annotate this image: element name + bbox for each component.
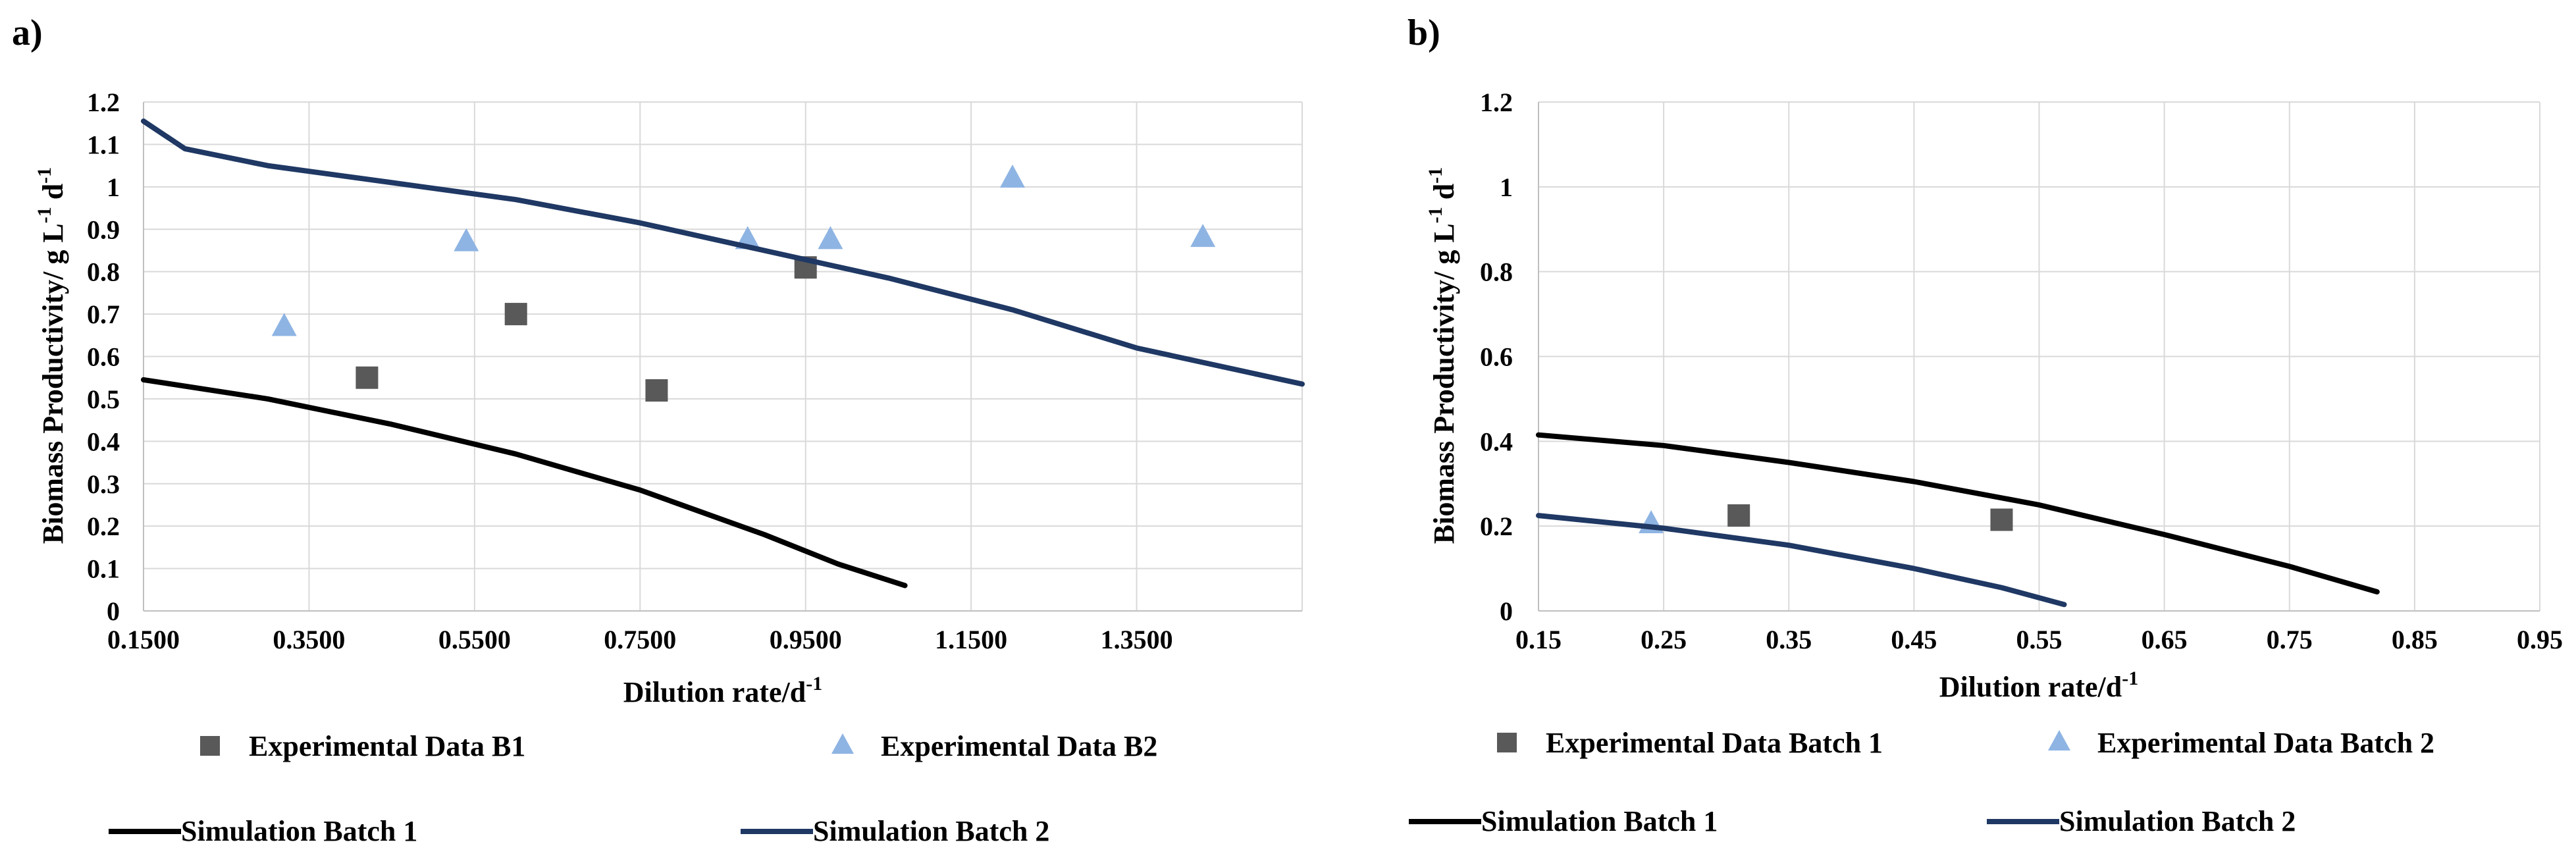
point-experimental-data-batch-1 bbox=[1990, 508, 2013, 531]
x-tick-label: 0.95 bbox=[2517, 625, 2563, 654]
panel-label-b: b) bbox=[1407, 13, 1440, 53]
legend-label-experimental-data-batch-1: Experimental Data Batch 1 bbox=[1546, 727, 1883, 759]
y-tick-label: 1.2 bbox=[1480, 88, 1513, 117]
legend-swatch-experimental-data-b2 bbox=[831, 733, 854, 754]
y-tick-label: 0.4 bbox=[87, 427, 120, 456]
y-tick-label: 0.2 bbox=[87, 512, 120, 541]
y-tick-label: 0.1 bbox=[87, 554, 120, 584]
x-tick-label: 0.25 bbox=[1641, 625, 1687, 654]
legend-swatch-experimental-data-b1 bbox=[200, 736, 220, 756]
y-tick-label: 1 bbox=[107, 172, 120, 202]
x-tick-label: 0.65 bbox=[2142, 625, 2188, 654]
legend-label-experimental-data-batch-2: Experimental Data Batch 2 bbox=[2097, 727, 2434, 759]
x-tick-label: 0.1500 bbox=[107, 625, 180, 654]
y-tick-label: 0 bbox=[1500, 596, 1513, 626]
y-tick-label: 0.8 bbox=[87, 257, 120, 287]
x-axis-title: Dilution rate/d-1 bbox=[623, 673, 822, 708]
y-tick-label: 0.9 bbox=[87, 215, 120, 244]
point-experimental-data-b2 bbox=[1190, 224, 1216, 248]
chart-panel-b: 0.15 0.25 0.35 0.45 0.55 0.65 0.75 0.85 0.95 0 0.2… bbox=[1407, 13, 2563, 837]
x-tick-label: 0.45 bbox=[1891, 625, 1937, 654]
x-tick-label: 1.3500 bbox=[1101, 625, 1173, 654]
point-experimental-data-b1 bbox=[504, 303, 527, 326]
point-experimental-data-batch-1 bbox=[1727, 504, 1750, 527]
panel-label-a: a) bbox=[12, 13, 43, 53]
point-experimental-data-b2 bbox=[271, 313, 297, 336]
y-axis-title: Biomass Productivity/ g L-1 d-1 bbox=[34, 167, 69, 544]
legend-label-simulation-batch-2: Simulation Batch 2 bbox=[2059, 805, 2296, 837]
y-tick-label: 1.1 bbox=[87, 130, 120, 159]
x-tick-label: 1.1500 bbox=[935, 625, 1007, 654]
y-tick-label: 0.8 bbox=[1480, 257, 1513, 287]
legend-label-simulation-batch-1: Simulation Batch 1 bbox=[181, 815, 417, 847]
y-tick-label: 0.4 bbox=[1480, 427, 1513, 456]
line-simulation-batch-2 bbox=[141, 118, 1305, 387]
point-experimental-data-b1 bbox=[645, 379, 668, 402]
x-tick-label: 0.15 bbox=[1515, 625, 1562, 654]
line-simulation-batch-1 bbox=[1536, 432, 2380, 594]
y-tick-label: 0.6 bbox=[1480, 342, 1513, 372]
y-axis-title: Biomass Productivity/ g L-1 d-1 bbox=[1425, 167, 1460, 544]
legend-label-simulation-batch-1: Simulation Batch 1 bbox=[1481, 805, 1718, 837]
x-axis-title: Dilution rate/d-1 bbox=[1939, 668, 2138, 703]
chart-panel-a: 0.1500 0.3500 0.5500 0.7500 0.9500 1.1500 1.35… bbox=[12, 13, 1305, 847]
y-tick-label: 1 bbox=[1500, 172, 1513, 202]
legend-label-experimental-data-b2: Experimental Data B2 bbox=[881, 730, 1157, 762]
x-tick-label: 0.5500 bbox=[438, 625, 511, 654]
y-tick-label: 0.5 bbox=[87, 384, 120, 414]
x-tick-label: 0.3500 bbox=[273, 625, 345, 654]
legend-swatch-experimental-data-batch-2 bbox=[2048, 730, 2070, 750]
line-simulation-batch-2 bbox=[1536, 513, 2067, 608]
y-tick-label: 0.3 bbox=[87, 469, 120, 499]
line-simulation-batch-1 bbox=[141, 377, 908, 589]
y-tick-label: 0 bbox=[107, 596, 120, 626]
point-experimental-data-b1 bbox=[355, 366, 379, 389]
y-tick-label: 0.7 bbox=[87, 300, 120, 329]
x-tick-label: 0.55 bbox=[2016, 625, 2063, 654]
y-tick-label: 0.2 bbox=[1480, 512, 1513, 541]
x-tick-label: 0.85 bbox=[2392, 625, 2438, 654]
point-experimental-data-b2 bbox=[818, 226, 843, 250]
legend-swatch-experimental-data-batch-1 bbox=[1497, 733, 1517, 752]
y-tick-label: 1.2 bbox=[87, 88, 120, 117]
x-tick-label: 0.75 bbox=[2267, 625, 2313, 654]
x-tick-label: 0.35 bbox=[1766, 625, 1812, 654]
legend-label-experimental-data-b1: Experimental Data B1 bbox=[249, 730, 525, 762]
point-experimental-data-b2 bbox=[1000, 164, 1025, 188]
x-tick-label: 0.9500 bbox=[770, 625, 842, 654]
x-tick-label: 0.7500 bbox=[604, 625, 676, 654]
legend-label-simulation-batch-2: Simulation Batch 2 bbox=[813, 815, 1049, 847]
y-tick-label: 0.6 bbox=[87, 342, 120, 372]
point-experimental-data-b2 bbox=[454, 228, 479, 251]
